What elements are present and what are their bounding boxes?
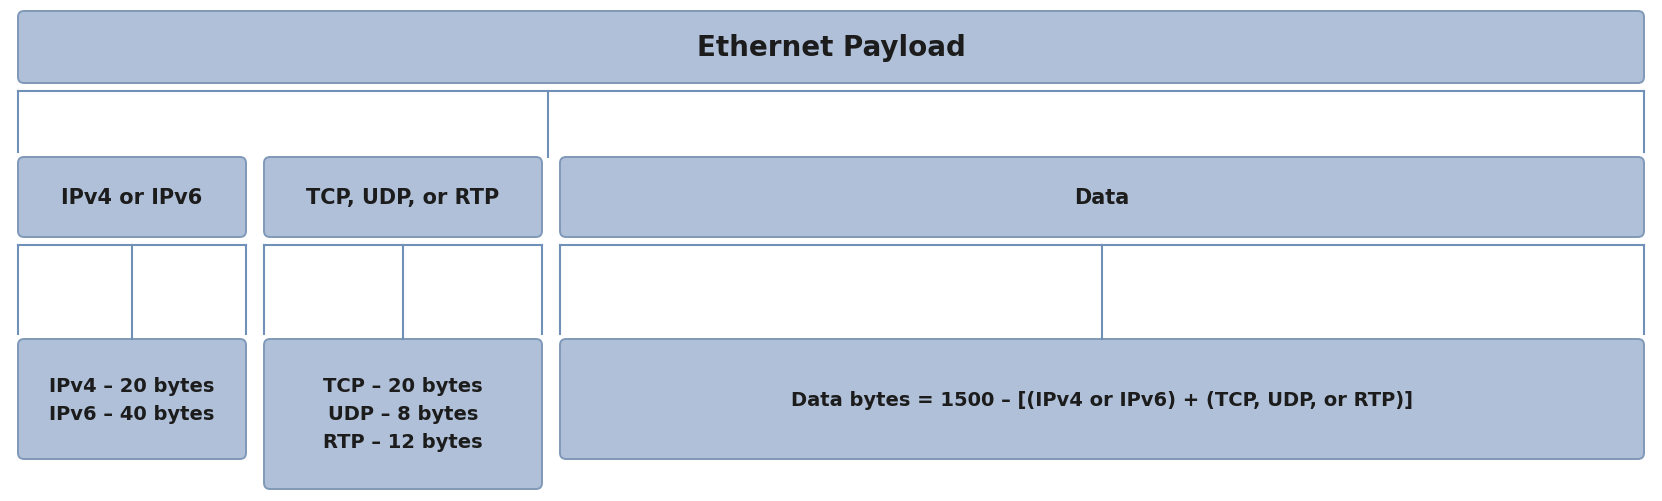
FancyBboxPatch shape [18,12,1644,84]
FancyBboxPatch shape [264,339,542,489]
FancyBboxPatch shape [18,339,246,459]
FancyBboxPatch shape [18,158,246,237]
Text: TCP, UDP, or RTP: TCP, UDP, or RTP [306,188,500,207]
Text: Data: Data [1074,188,1130,207]
Text: IPv4 – 20 bytes
IPv6 – 40 bytes: IPv4 – 20 bytes IPv6 – 40 bytes [50,376,214,423]
Text: TCP – 20 bytes
UDP – 8 bytes
RTP – 12 bytes: TCP – 20 bytes UDP – 8 bytes RTP – 12 by… [322,377,484,451]
FancyBboxPatch shape [560,339,1644,459]
FancyBboxPatch shape [560,158,1644,237]
Text: IPv4 or IPv6: IPv4 or IPv6 [61,188,203,207]
FancyBboxPatch shape [264,158,542,237]
Text: Ethernet Payload: Ethernet Payload [696,34,966,62]
Text: Data bytes = 1500 – [(IPv4 or IPv6) + (TCP, UDP, or RTP)]: Data bytes = 1500 – [(IPv4 or IPv6) + (T… [791,390,1413,409]
